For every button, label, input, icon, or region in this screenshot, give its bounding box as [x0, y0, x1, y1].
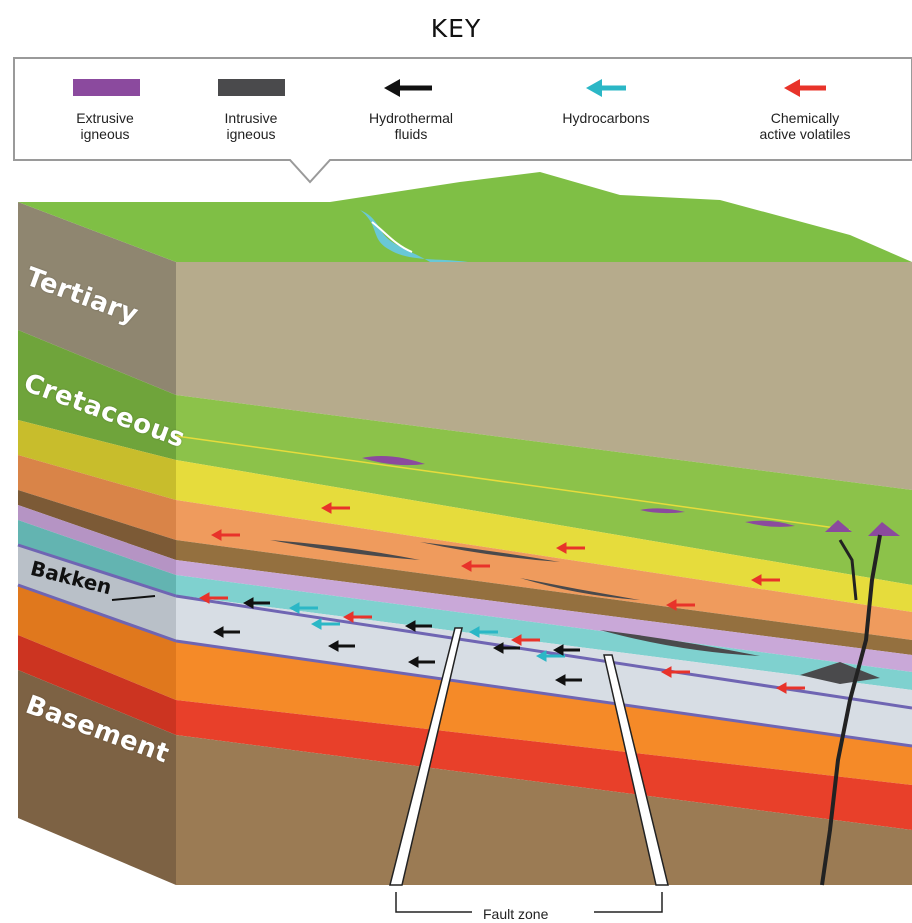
key-label-intrusive-igneous: Intrusive igneous: [196, 110, 306, 142]
key-label-line-2: igneous: [80, 126, 130, 142]
key-label-line-1: Hydrothermal: [368, 110, 454, 126]
key-label-extrusive-igneous: Extrusive igneous: [50, 110, 160, 142]
fault-zone-left: [389, 627, 463, 886]
hydrocarbon-arrow-icon: [586, 79, 626, 97]
block-side-face: [17, 202, 177, 885]
key-title: KEY: [430, 14, 482, 43]
intrusive-igneous-swatch: [218, 79, 285, 96]
key-label-chemically-active-volatiles: Chemically active volatiles: [730, 110, 880, 142]
key-label-line-1: Chemically: [770, 110, 840, 126]
fault-zone-label: Fault zone: [479, 906, 553, 922]
key-label-line-1: Extrusive: [76, 110, 134, 126]
teal-hydrocarbon-arrows: [288, 602, 565, 662]
key-label-line-1: Hydrocarbons: [562, 110, 650, 126]
key-label-line-2: igneous: [226, 126, 276, 142]
key-label-hydrocarbons: Hydrocarbons: [536, 110, 676, 126]
red-volatile-arrows: [198, 502, 805, 694]
land-surface: [18, 172, 912, 262]
black-hydrothermal-arrows: [212, 597, 582, 686]
volatile-arrow-icon: [784, 79, 826, 97]
igneous-intrusions: [270, 456, 900, 886]
hydrothermal-arrow-icon: [384, 79, 432, 97]
key-label-line-2: active volatiles: [759, 126, 851, 142]
key-label-line-1: Intrusive: [224, 110, 278, 126]
key-label-line-2: fluids: [394, 126, 428, 142]
fault-zone-right: [603, 654, 669, 886]
extrusive-igneous-swatch: [73, 79, 140, 96]
bakken-leader-line: [111, 595, 156, 601]
block-front-face: [175, 262, 912, 885]
key-label-hydrothermal-fluids: Hydrothermal fluids: [346, 110, 476, 142]
fault-zone-bracket: [395, 892, 663, 913]
